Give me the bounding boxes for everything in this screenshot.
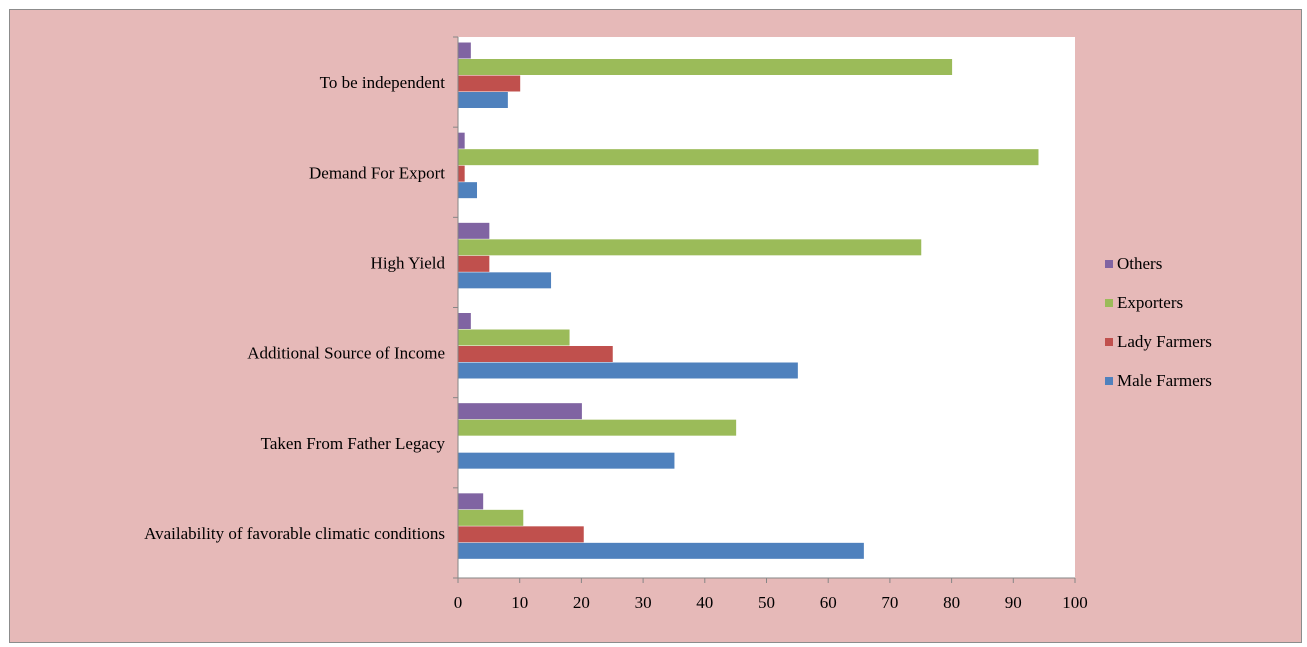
bar-exporters-2 <box>458 149 1039 166</box>
bar-male-farmers-4 <box>458 362 798 379</box>
bars-group <box>458 42 1039 559</box>
category-label: Demand For Export <box>309 163 445 182</box>
category-label: Availability of favorable climatic condi… <box>144 524 445 543</box>
legend-label: Others <box>1117 254 1162 273</box>
bar-others-6 <box>458 493 484 510</box>
bar-others-5 <box>458 403 582 420</box>
bar-male-farmers-3 <box>458 272 552 289</box>
x-tick-label: 40 <box>696 593 713 612</box>
plot-area <box>458 37 1075 578</box>
bar-lady-farmers-3 <box>458 255 490 272</box>
x-tick-label: 60 <box>820 593 837 612</box>
axes-group <box>453 36 1076 583</box>
bar-lady-farmers-4 <box>458 346 613 362</box>
x-tick-label: 80 <box>943 593 960 612</box>
bar-lady-farmers-1 <box>458 75 521 92</box>
bar-exporters-4 <box>458 329 570 346</box>
bar-male-farmers-2 <box>458 182 478 199</box>
legend-label: Exporters <box>1117 293 1183 312</box>
x-tick-label: 10 <box>511 593 528 612</box>
chart-frame: To be independent Demand For Export High Y… <box>9 9 1302 643</box>
bar-male-farmers-5 <box>458 452 675 469</box>
legend-swatch-male-farmers <box>1105 377 1113 385</box>
bar-exporters-3 <box>458 239 922 256</box>
category-label: High Yield <box>371 253 446 272</box>
x-tick-label: 70 <box>881 593 898 612</box>
bar-lady-farmers-6 <box>458 526 584 543</box>
bar-exporters-5 <box>458 419 737 436</box>
legend-swatch-exporters <box>1105 299 1113 307</box>
x-tick-label: 50 <box>758 593 775 612</box>
x-tick-labels: 0 10 20 30 40 50 60 70 80 90 100 <box>454 593 1088 612</box>
legend-swatch-others <box>1105 260 1113 268</box>
bar-others-4 <box>458 313 471 329</box>
bar-male-farmers-6 <box>458 542 864 559</box>
bar-exporters-1 <box>458 59 953 75</box>
category-labels: To be independent Demand For Export High Y… <box>144 73 445 543</box>
bar-others-1 <box>458 42 471 59</box>
bar-chart: To be independent Demand For Export High Y… <box>9 9 1302 643</box>
x-tick-label: 90 <box>1005 593 1022 612</box>
category-label: To be independent <box>320 73 446 92</box>
legend-label: Male Farmers <box>1117 371 1212 390</box>
category-label: Taken From Father Legacy <box>261 434 446 453</box>
legend: Others Exporters Lady Farmers Male Farmers <box>1105 254 1212 390</box>
bar-others-2 <box>458 132 465 149</box>
x-tick-label: 30 <box>635 593 652 612</box>
x-tick-label: 20 <box>573 593 590 612</box>
bar-lady-farmers-2 <box>458 165 465 182</box>
legend-swatch-lady-farmers <box>1105 338 1113 346</box>
x-tick-label: 0 <box>454 593 463 612</box>
bar-others-3 <box>458 222 490 239</box>
bar-exporters-6 <box>458 509 524 526</box>
bar-male-farmers-1 <box>458 92 508 108</box>
legend-label: Lady Farmers <box>1117 332 1212 351</box>
category-label: Additional Source of Income <box>247 344 445 363</box>
x-tick-label: 100 <box>1062 593 1088 612</box>
